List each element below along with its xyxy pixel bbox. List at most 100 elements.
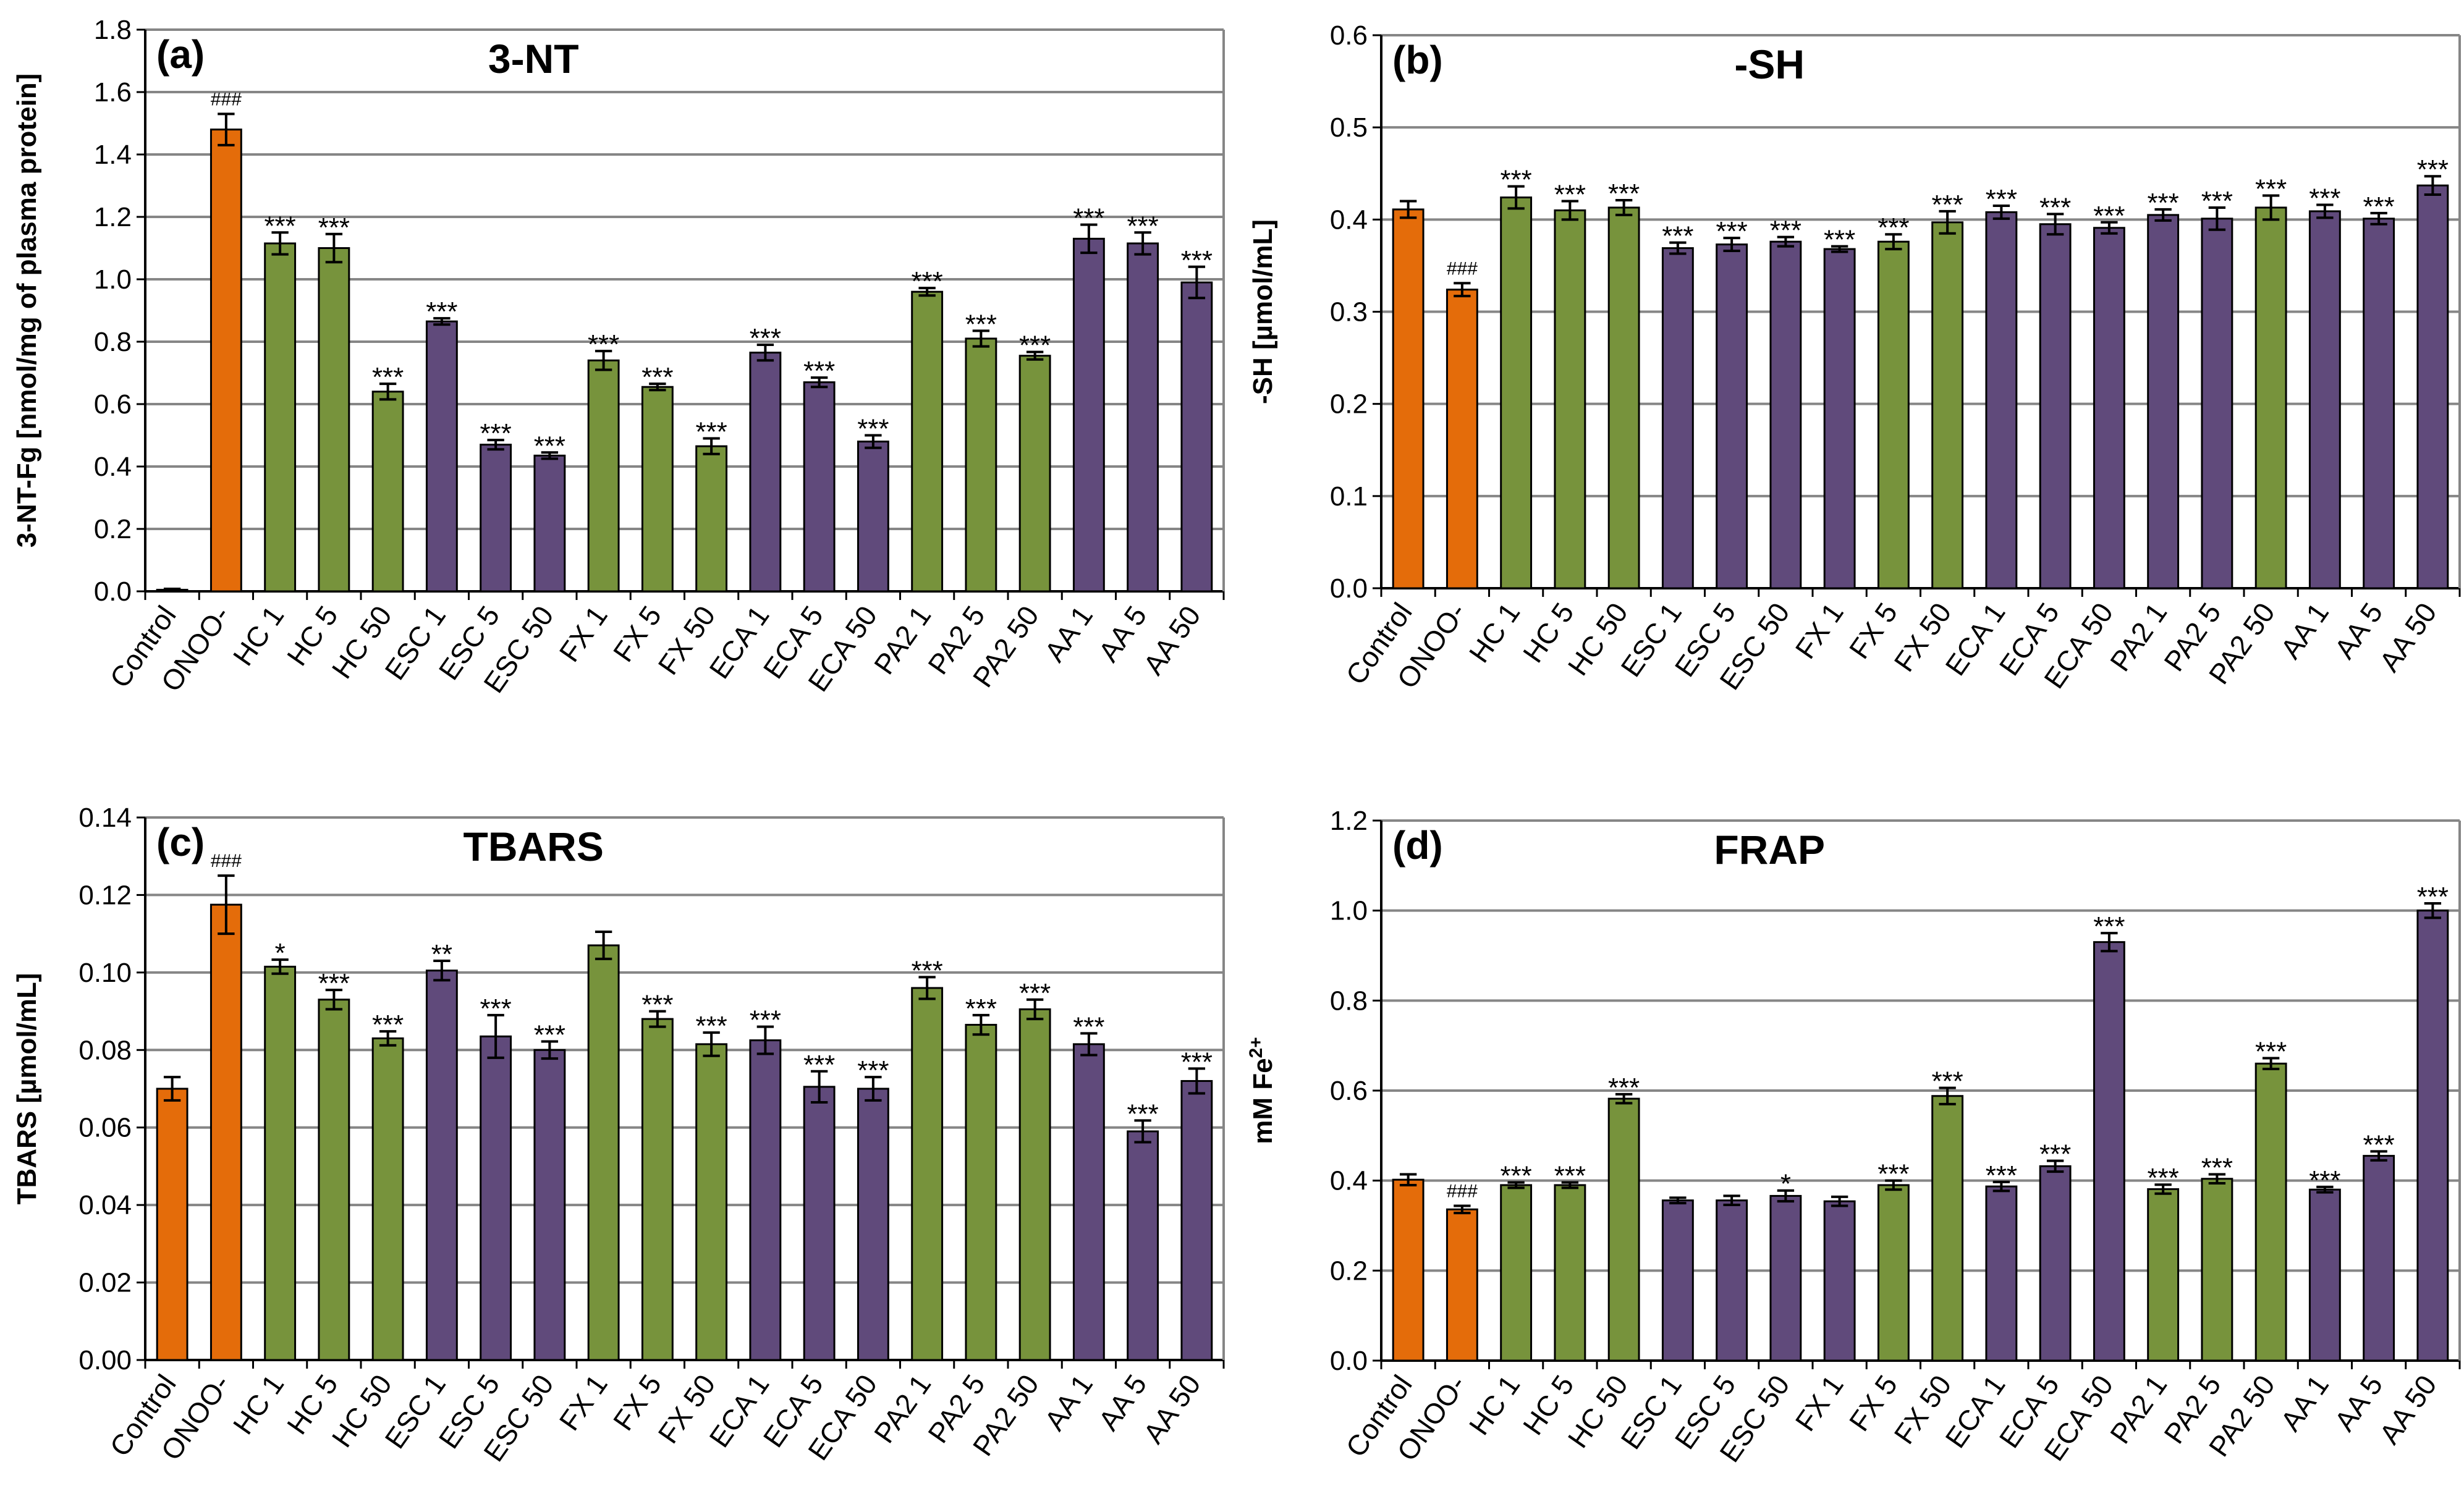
- error-bar: [1723, 1194, 1740, 1206]
- error-bar: [487, 439, 504, 451]
- error-bar: [1777, 1189, 1795, 1203]
- panel-label: (d): [1392, 823, 1443, 868]
- significance-label: ***: [1608, 179, 1640, 209]
- significance-label: ###: [1447, 258, 1478, 279]
- error-bar: [218, 874, 235, 935]
- bar-aa-50: [1180, 1079, 1213, 1361]
- significance-label: ***: [426, 297, 457, 327]
- significance-label: ***: [1019, 331, 1051, 361]
- significance-label: ***: [1073, 1012, 1104, 1042]
- error-bar: [379, 1030, 397, 1047]
- error-bar: [1885, 233, 1902, 251]
- error-bar: [433, 960, 451, 982]
- significance-label: ###: [1447, 1181, 1478, 1201]
- x-tick-label: PA2 1: [2104, 1369, 2174, 1450]
- bar-hc-1: [264, 965, 297, 1361]
- bar-hc-1: [1500, 196, 1533, 589]
- bar-esc-5: [480, 1035, 512, 1361]
- significance-label: ***: [1662, 221, 1693, 251]
- significance-label: ***: [2255, 174, 2287, 205]
- y-tick-label: 0.5: [1330, 112, 1368, 143]
- y-tick-label: 0.14: [78, 803, 132, 833]
- y-tick-label: 1.8: [94, 15, 132, 45]
- y-tick-label: 1.4: [94, 140, 132, 170]
- bar-fx-50: [1931, 221, 1964, 589]
- x-tick-label: HC 1: [1463, 1369, 1526, 1441]
- significance-label: ***: [695, 417, 727, 447]
- chart-title: 3-NT: [488, 36, 579, 82]
- error-bar: [1026, 998, 1044, 1021]
- significance-label: ***: [588, 329, 619, 360]
- significance-label: ***: [1716, 216, 1747, 247]
- x-tick-label: AA 1: [2274, 597, 2335, 664]
- bar-pa2-50: [1018, 1008, 1051, 1361]
- y-tick-label: 0.02: [78, 1268, 132, 1298]
- bar-hc-5: [318, 247, 350, 593]
- significance-label: ***: [1181, 245, 1213, 276]
- bar-pa2-1: [911, 987, 944, 1361]
- error-bar: [1777, 235, 1795, 248]
- y-tick-label: 0.0: [1330, 573, 1368, 604]
- error-bar: [2262, 1057, 2280, 1071]
- bar-aa-50: [2416, 910, 2449, 1362]
- x-tick-label: AA 1: [2274, 1369, 2335, 1437]
- y-tick-label: 0.4: [1330, 205, 1368, 235]
- significance-label: ***: [1931, 1066, 1963, 1097]
- bar-hc-50: [371, 1037, 404, 1361]
- bar-esc-5: [1716, 1199, 1748, 1362]
- x-tick-label: FX 1: [552, 1369, 613, 1436]
- error-bar: [163, 1076, 181, 1102]
- significance-label: ***: [1127, 1099, 1158, 1129]
- y-axis-label-superscript: 2+: [1246, 1037, 1266, 1058]
- chart-title: FRAP: [1714, 827, 1825, 872]
- y-tick-label: 0.04: [78, 1190, 132, 1220]
- significance-label: ***: [911, 955, 942, 986]
- bar-hc-5: [318, 999, 350, 1361]
- y-tick-label: 0.4: [94, 452, 132, 482]
- bar-hc-5: [1554, 1184, 1586, 1362]
- error-bar: [1669, 1196, 1687, 1205]
- significance-label: ***: [1986, 1160, 2017, 1191]
- bar-eca-1: [1985, 211, 2018, 589]
- bar-onoo-: [210, 903, 242, 1361]
- bar-eca-50: [2093, 227, 2125, 589]
- bar-eca-5: [803, 381, 836, 593]
- bar-aa-5: [2363, 1155, 2395, 1362]
- significance-label: ***: [1127, 211, 1158, 241]
- y-axis-label: 3-NT-Fg [nmol/mg of plasma protein]: [12, 74, 42, 548]
- x-tick-label: PA2 1: [868, 1369, 938, 1449]
- error-bar: [1134, 231, 1151, 256]
- error-bar: [972, 329, 990, 348]
- y-tick-label: 0.1: [1330, 481, 1368, 512]
- chart-panel-c: 0.00 0.02 0.04 0.06 0.08 0.10 0.12 0.14 Control #…: [0, 766, 1228, 1512]
- significance-label: ***: [803, 1050, 835, 1080]
- error-bar: [2316, 203, 2334, 219]
- error-bar: [649, 382, 666, 392]
- y-tick-label: 0.0: [1330, 1346, 1368, 1376]
- bar-aa-5: [1127, 1130, 1159, 1361]
- error-bar: [325, 989, 343, 1011]
- bar-aa-1: [2308, 210, 2341, 589]
- y-axis-label: mM Fe2+: [1246, 1037, 1279, 1144]
- bar-onoo-: [1446, 289, 1478, 589]
- significance-label: ***: [318, 968, 350, 999]
- significance-label: ***: [2255, 1037, 2287, 1067]
- bar-hc-1: [264, 242, 297, 593]
- significance-label: ***: [2201, 186, 2233, 216]
- error-bar: [541, 451, 559, 460]
- bar-aa-1: [2308, 1188, 2341, 1362]
- bar-esc-50: [1769, 240, 1802, 589]
- x-tick-label: AA 1: [1038, 600, 1099, 667]
- bar-aa-5: [2363, 218, 2395, 589]
- y-tick-label: 0.6: [1330, 20, 1368, 51]
- x-tick-label: AA 50: [2373, 597, 2443, 677]
- error-bar: [1454, 1204, 1471, 1215]
- significance-label: ***: [2363, 192, 2394, 222]
- bar-onoo-: [1446, 1208, 1478, 1362]
- error-bar: [865, 434, 882, 449]
- bar-eca-1: [1985, 1185, 2018, 1362]
- significance-label: ***: [1931, 190, 1963, 220]
- significance-label: ***: [2039, 192, 2071, 222]
- bar-aa-50: [1180, 281, 1213, 593]
- significance-label: ***: [1181, 1047, 1213, 1077]
